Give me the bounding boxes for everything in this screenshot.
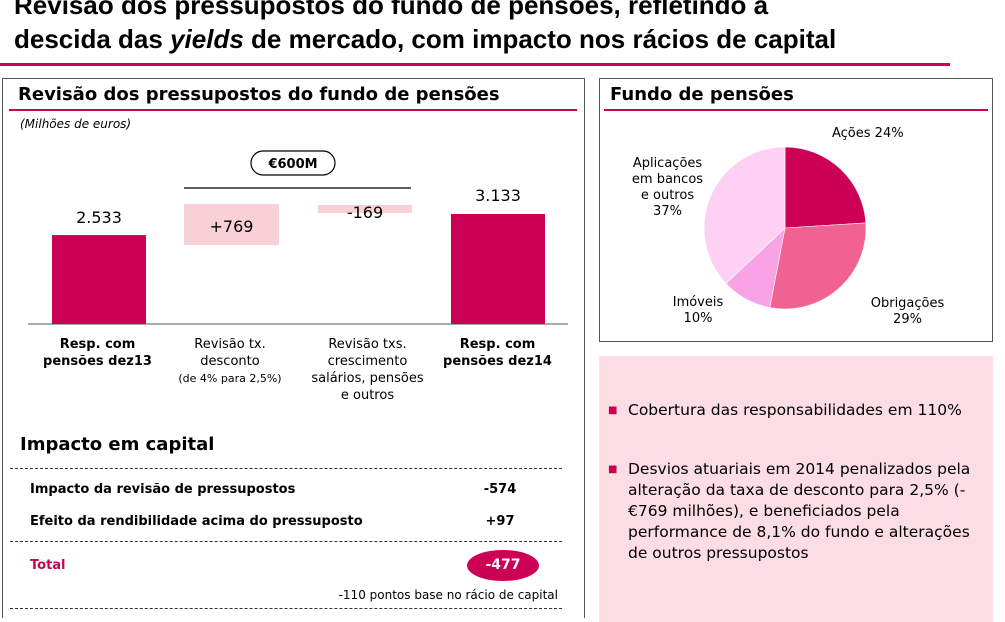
bar-value-label-3: 3.133 bbox=[475, 186, 521, 205]
label-line: e outros bbox=[340, 388, 395, 403]
label-line: Revisão txs. bbox=[328, 337, 407, 352]
slide-title: Revisão dos pressupostos do fundo de pen… bbox=[14, 0, 994, 56]
label-line: 10% bbox=[683, 311, 713, 326]
pie-marks bbox=[703, 146, 867, 310]
title-text: descida das bbox=[14, 24, 171, 54]
category-label-dez13: Resp. com pensões dez13 bbox=[40, 336, 155, 370]
pension-fund-panel bbox=[599, 78, 993, 342]
bar-value-label-0: 2.533 bbox=[76, 208, 122, 227]
total-value-badge: -477 bbox=[467, 550, 539, 581]
bullet-square-icon: ■ bbox=[608, 405, 618, 416]
pie-label-acoes: Ações 24% bbox=[832, 126, 904, 141]
pie-label-obrigacoes: Obrigações 29% bbox=[860, 296, 955, 328]
capital-row-value: +97 bbox=[485, 514, 515, 529]
unit-label: (Milhões de euros) bbox=[20, 117, 132, 131]
bullet-square-icon: ■ bbox=[608, 464, 618, 475]
category-label-salarios: Revisão txs. crescimento salários, pensõ… bbox=[305, 336, 430, 404]
capital-note: -110 pontos base no rácio de capital bbox=[338, 588, 558, 602]
label-line: Aplicações bbox=[632, 156, 703, 171]
total-label: Total bbox=[30, 558, 66, 573]
capital-section-title: Impacto em capital bbox=[20, 434, 215, 455]
bar-0 bbox=[52, 235, 146, 324]
capital-row-value: -574 bbox=[483, 482, 517, 497]
revision-section-title: Revisão dos pressupostos do fundo de pen… bbox=[18, 84, 500, 105]
pie-slice-0 bbox=[784, 146, 867, 229]
bar-1 bbox=[184, 204, 279, 245]
waterfall-marks: 2.533 +769 -169 3.133 bbox=[52, 186, 545, 324]
label-line: e outros bbox=[640, 188, 695, 203]
bar-value-label-1: +769 bbox=[210, 217, 254, 236]
label-line: em bancos bbox=[631, 172, 704, 187]
bracket-label: €600M bbox=[267, 157, 317, 172]
pie-chart bbox=[703, 146, 867, 310]
label-line: Revisão tx. bbox=[194, 337, 266, 352]
pension-fund-rule bbox=[604, 109, 988, 111]
slide-title-line-1: Revisão dos pressupostos do fundo de pen… bbox=[14, 0, 769, 20]
divider bbox=[10, 608, 562, 609]
highlights-panel bbox=[599, 356, 993, 622]
label-line: pensões dez14 bbox=[443, 354, 552, 369]
pie-label-aplicacoes: Aplicações em bancos e outros 37% bbox=[620, 156, 715, 220]
left-panel bbox=[2, 78, 585, 618]
capital-row-label: Efeito da rendibilidade acima do pressup… bbox=[30, 514, 363, 529]
bar-3 bbox=[451, 214, 545, 324]
slide-title-line-2: descida das yields de mercado, com impac… bbox=[14, 22, 994, 56]
label-line: crescimento bbox=[327, 354, 408, 369]
divider bbox=[10, 468, 562, 469]
highlight-item: ■ Cobertura das responsabilidades em 110… bbox=[608, 400, 973, 421]
category-label-desconto: Revisão tx. desconto (de 4% para 2,5%) bbox=[170, 336, 290, 387]
revision-section-rule bbox=[9, 109, 577, 111]
capital-row-label: Impacto da revisão de pressupostos bbox=[30, 482, 296, 497]
label-line: Imóveis bbox=[672, 295, 724, 310]
title-emphasis: yields bbox=[170, 24, 244, 54]
pie-slice-3 bbox=[703, 146, 786, 284]
bar-2 bbox=[318, 205, 412, 213]
bracket-badge bbox=[250, 150, 336, 176]
highlight-item: ■ Desvios atuariais em 2014 penalizados … bbox=[608, 459, 973, 564]
label-line: salários, pensões bbox=[311, 371, 424, 386]
title-text: de mercado, com impacto nos rácios de ca… bbox=[243, 24, 837, 54]
label-line: 29% bbox=[893, 312, 922, 327]
label-line: Obrigações bbox=[870, 296, 945, 311]
title-rule bbox=[0, 63, 950, 66]
label-line: pensões dez13 bbox=[43, 354, 152, 369]
label-line: (de 4% para 2,5%) bbox=[178, 372, 282, 385]
label-line: desconto bbox=[200, 354, 260, 369]
pension-fund-title: Fundo de pensões bbox=[610, 84, 794, 105]
highlight-text: Desvios atuariais em 2014 penalizados pe… bbox=[628, 460, 971, 562]
label-line: 37% bbox=[653, 204, 682, 219]
waterfall-chart: €600M 2.533 +769 -169 3.133 bbox=[28, 150, 568, 325]
label-line: Resp. com bbox=[459, 337, 536, 352]
bar-value-label-2: -169 bbox=[347, 203, 383, 222]
divider bbox=[10, 541, 562, 542]
highlight-text: Cobertura das responsabilidades em 110% bbox=[628, 401, 962, 419]
pie-slice-1 bbox=[769, 222, 867, 310]
pie-label-imoveis: Imóveis 10% bbox=[662, 295, 734, 327]
label-line: Resp. com bbox=[59, 337, 136, 352]
category-label-dez14: Resp. com pensões dez14 bbox=[440, 336, 555, 370]
